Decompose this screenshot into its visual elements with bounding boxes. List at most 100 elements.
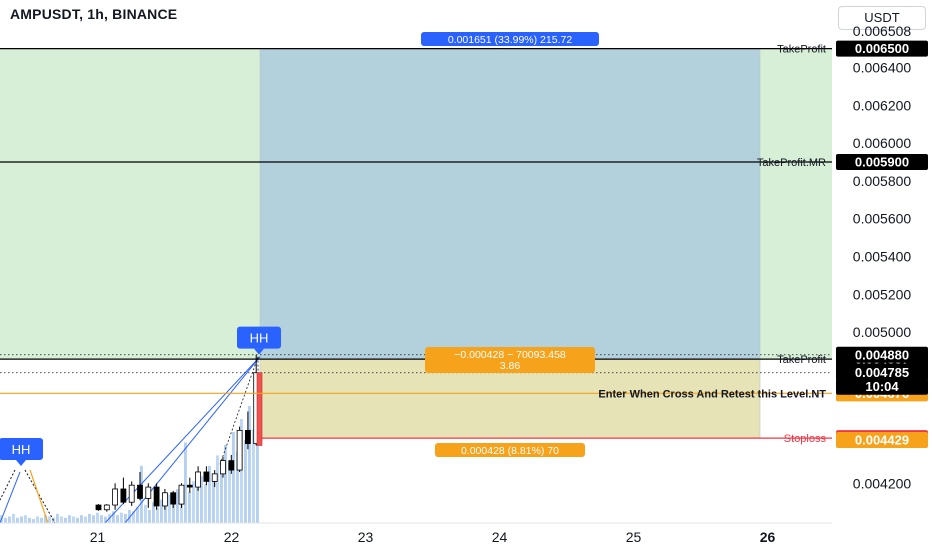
volume-bar <box>144 504 147 523</box>
volume-bar <box>200 476 203 523</box>
volume-bar <box>256 393 259 523</box>
volume-bar <box>156 507 159 523</box>
x-tick-label: 26 <box>760 529 776 545</box>
volume-bar <box>128 510 131 523</box>
volume-bar <box>76 517 79 523</box>
volume-bar <box>64 517 67 523</box>
marker-pointer <box>254 348 264 355</box>
volume-bar <box>4 517 7 523</box>
x-tick-label: 22 <box>224 529 240 545</box>
y-tick-label: 0.005400 <box>853 249 912 265</box>
volume-bar <box>236 451 239 523</box>
position-target-zone <box>260 48 760 360</box>
volume-bar <box>96 512 99 523</box>
position-label-box <box>435 443 585 457</box>
volume-bar <box>192 481 195 523</box>
candle-body <box>228 460 235 471</box>
volume-bar <box>164 504 167 523</box>
volume-bar <box>12 513 15 523</box>
price-tag-text: 0.004880 <box>855 347 909 362</box>
hh-marker[interactable]: HH <box>237 326 281 355</box>
volume-bar <box>132 511 135 523</box>
volume-bar <box>100 515 103 523</box>
volume-bar <box>232 432 235 523</box>
price-tag <box>836 154 928 170</box>
volume-bar <box>168 494 171 523</box>
volume-bar <box>36 516 39 523</box>
volume-bar <box>120 512 123 523</box>
volume-bar <box>88 513 91 523</box>
volume-bar <box>68 515 71 523</box>
level-label: TakeProfit.MR <box>757 157 826 169</box>
volume-bar <box>224 445 227 523</box>
volume-bar <box>56 513 59 523</box>
volume-bar <box>160 499 163 523</box>
x-tick-label: 25 <box>626 529 642 545</box>
volume-bar <box>152 502 155 523</box>
candle-body <box>178 484 185 505</box>
price-tag <box>836 432 928 449</box>
volume-bar <box>196 486 199 523</box>
background-layer <box>0 48 832 439</box>
position-label-box <box>421 32 599 46</box>
volume-bar <box>216 455 219 523</box>
volume-bar <box>28 517 31 523</box>
marker-box <box>237 326 281 349</box>
position-label-text: 3.86 <box>500 360 521 372</box>
candle-body <box>112 488 118 506</box>
candle-body <box>211 473 218 482</box>
candle-body <box>170 492 177 505</box>
price-scale[interactable] <box>832 0 932 550</box>
volume-bar <box>20 516 23 523</box>
price-tag <box>836 40 928 57</box>
volume-bar <box>172 500 175 523</box>
target-label: 0.001651 (33.99%) 215.72 <box>421 32 599 46</box>
price-tag-text: 0.005900 <box>855 155 909 170</box>
marker-text: HH <box>12 442 31 457</box>
volume-bar <box>208 465 211 523</box>
candle-body <box>103 504 110 511</box>
currency-selector-button[interactable]: USDT <box>838 6 926 30</box>
volume-bar <box>104 516 107 523</box>
volume-bar <box>184 442 187 523</box>
volume-bar <box>124 513 127 523</box>
volume-bar <box>48 516 51 523</box>
trendline <box>0 471 21 524</box>
position-label-text: −0.000428 − 70093.458 <box>454 349 566 361</box>
pattern-dotted-line <box>0 469 16 501</box>
volume-bar <box>252 429 255 523</box>
level-label: Enter When Cross And Retest this Level.N… <box>598 388 826 400</box>
level-label: TakeProfit <box>777 354 826 366</box>
volume-bar <box>80 515 83 523</box>
hh-marker[interactable]: HH <box>0 438 43 466</box>
volume-bar <box>176 489 179 523</box>
pattern-dotted-line <box>219 356 259 465</box>
y-tick-label: 0.006200 <box>853 97 912 113</box>
volume-bar <box>24 515 27 523</box>
candle-body <box>244 429 251 445</box>
volume-bar <box>92 515 95 523</box>
volume-bar <box>148 510 151 523</box>
price-tag <box>836 378 928 395</box>
stop-label: 0.000428 (8.81%) 70 <box>435 443 585 457</box>
volume-bar <box>32 519 35 523</box>
candle-body <box>120 488 127 503</box>
candle-body <box>236 429 243 471</box>
candle-body <box>153 486 160 507</box>
candle-body <box>195 471 202 488</box>
volume-bar <box>8 516 11 523</box>
chart-title: AMPUSDT, 1h, BINANCE <box>10 6 178 22</box>
candle-body <box>203 471 210 482</box>
volume-bar <box>84 516 87 523</box>
candle-body <box>128 484 135 503</box>
candle-body <box>137 484 143 499</box>
y-tick-label: 0.005600 <box>853 211 912 227</box>
level-label: Stoploss <box>784 433 827 445</box>
candles-layer <box>95 354 263 512</box>
position-label-text: 0.001651 (33.99%) 215.72 <box>448 34 573 46</box>
position-label-box <box>425 347 595 373</box>
volume-bar <box>212 478 215 523</box>
